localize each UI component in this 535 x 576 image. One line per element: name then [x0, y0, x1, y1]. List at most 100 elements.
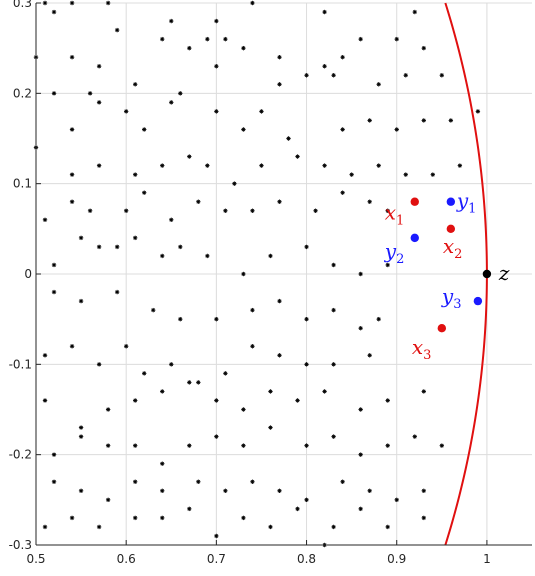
data-point	[376, 163, 381, 168]
point-y3	[473, 296, 483, 306]
data-point	[421, 118, 426, 123]
data-point	[358, 452, 363, 457]
data-point	[160, 389, 165, 394]
label-x3: x3	[412, 335, 432, 363]
data-point	[250, 344, 255, 349]
data-point	[42, 0, 48, 6]
data-point	[133, 235, 138, 241]
point-x1	[410, 197, 419, 206]
data-point	[304, 497, 309, 503]
data-point	[295, 398, 300, 403]
data-point	[367, 488, 372, 493]
data-point	[385, 443, 390, 448]
data-point	[223, 36, 228, 42]
data-point	[78, 434, 84, 439]
data-point	[277, 199, 282, 204]
data-point	[196, 199, 201, 204]
data-point	[412, 9, 417, 15]
data-point	[51, 289, 57, 295]
data-point	[51, 91, 57, 96]
data-point	[250, 0, 255, 6]
data-point	[51, 9, 57, 15]
x-tick-label: 0.7	[207, 552, 226, 566]
data-point	[133, 82, 138, 87]
data-point	[340, 127, 345, 132]
data-point	[331, 73, 336, 78]
data-point	[196, 479, 201, 484]
data-point	[385, 398, 390, 403]
data-point	[430, 172, 435, 177]
data-point	[123, 344, 129, 349]
data-point	[250, 307, 255, 313]
data-point	[295, 506, 300, 512]
data-point	[331, 307, 336, 313]
data-point	[376, 82, 381, 87]
data-point	[51, 262, 57, 268]
data-point	[105, 497, 111, 503]
data-point	[69, 127, 75, 132]
data-point	[259, 163, 264, 168]
data-point	[160, 253, 165, 259]
point-y2	[410, 233, 419, 243]
data-point	[78, 425, 84, 430]
data-point	[268, 253, 273, 259]
label-x1: x1	[385, 201, 405, 229]
point-x3	[437, 324, 447, 333]
data-point	[160, 36, 165, 42]
data-point	[205, 36, 210, 42]
data-point	[51, 452, 57, 457]
data-point	[205, 253, 210, 259]
data-point	[358, 326, 363, 331]
data-point	[169, 100, 174, 105]
data-point	[214, 109, 219, 114]
data-point	[69, 172, 75, 177]
data-point	[42, 524, 48, 530]
data-point	[331, 262, 336, 268]
data-point	[421, 389, 426, 394]
y-tick-label: -0.3	[9, 538, 32, 552]
data-point	[367, 118, 372, 123]
y-tick-label: 0	[24, 267, 32, 281]
point-y1	[446, 197, 456, 206]
data-point	[214, 398, 219, 403]
data-point	[105, 443, 111, 448]
data-point	[133, 172, 138, 177]
tick-labels: 0.5 0.6 0.7 0.8 0.9 1 -0.3 -0.2 -0.1 0 0.1 0.2 0.3	[9, 0, 491, 566]
data-point	[340, 479, 345, 484]
data-point	[268, 425, 273, 430]
data-point	[457, 163, 463, 168]
data-point	[133, 515, 138, 521]
data-point	[223, 371, 228, 376]
point-x2	[446, 224, 456, 234]
data-point	[349, 172, 354, 177]
data-point	[178, 316, 183, 322]
data-point	[87, 91, 93, 96]
data-point	[340, 190, 345, 195]
data-point	[169, 18, 174, 24]
axes	[35, 2, 532, 546]
data-point	[42, 398, 48, 403]
data-point	[376, 316, 381, 322]
data-point	[42, 217, 48, 222]
data-point	[223, 208, 228, 213]
data-point	[313, 208, 318, 213]
data-point	[114, 27, 120, 33]
data-point	[394, 497, 399, 503]
data-point	[96, 64, 102, 69]
data-point	[295, 154, 300, 159]
data-point	[475, 109, 481, 114]
data-point	[439, 443, 445, 448]
data-point	[223, 488, 228, 493]
data-point	[42, 353, 48, 358]
data-point	[214, 316, 219, 322]
data-point	[358, 36, 363, 42]
data-point	[277, 82, 282, 87]
data-point	[214, 64, 219, 69]
data-point	[358, 407, 363, 412]
data-point	[187, 380, 192, 385]
label-z: z	[498, 261, 510, 285]
data-point	[196, 380, 201, 385]
data-point	[394, 36, 399, 42]
data-point	[96, 100, 102, 105]
data-point	[340, 55, 345, 60]
